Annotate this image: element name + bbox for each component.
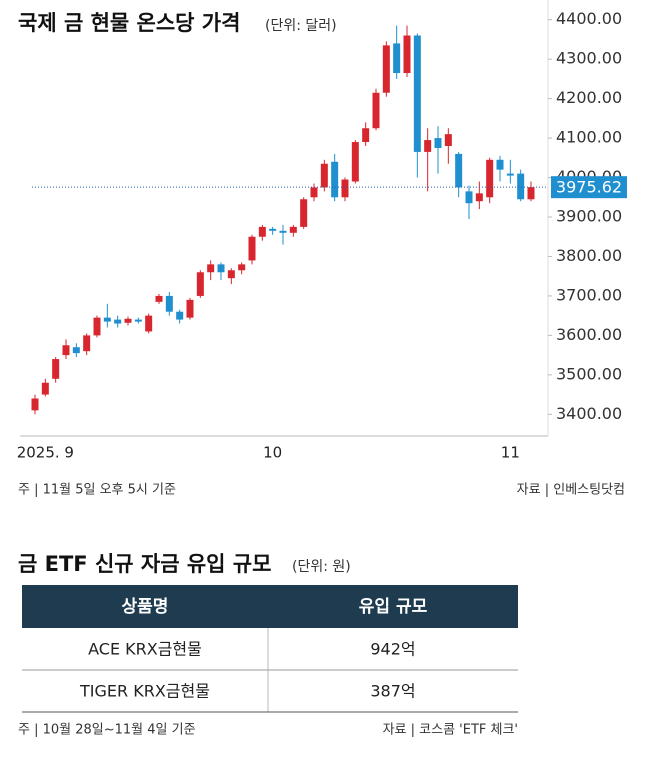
candle-body bbox=[52, 359, 60, 379]
y-tick-label: 3400.00 bbox=[556, 404, 622, 423]
y-tick-label: 3800.00 bbox=[556, 246, 622, 265]
candle-body bbox=[382, 45, 390, 93]
table-subtitle: (단위: 원) bbox=[292, 559, 351, 575]
candle-body bbox=[424, 140, 432, 152]
table-cell: 387억 bbox=[370, 682, 415, 701]
y-tick-label: 4400.00 bbox=[556, 9, 622, 28]
candle-body bbox=[248, 236, 256, 261]
candle-body bbox=[320, 163, 328, 188]
candle-body bbox=[207, 264, 215, 273]
candle-body bbox=[393, 43, 401, 73]
candle-body bbox=[506, 173, 514, 176]
x-tick-label: 11 bbox=[501, 444, 520, 462]
candle-body bbox=[217, 264, 225, 273]
last-price-box bbox=[551, 176, 627, 199]
table-header: 상품명 bbox=[122, 597, 169, 617]
table-source: 자료 | 코스콤 'ETF 체크' bbox=[383, 723, 518, 738]
candle-body bbox=[258, 226, 266, 237]
candle-body bbox=[341, 179, 349, 198]
candle-body bbox=[124, 318, 132, 323]
y-tick-label: 4300.00 bbox=[556, 49, 622, 68]
candle-body bbox=[289, 226, 297, 233]
candle-body bbox=[155, 295, 163, 302]
candle-body bbox=[434, 138, 442, 148]
candle-body bbox=[300, 199, 308, 227]
table-title: 금 ETF 신규 자금 유입 규모 bbox=[18, 552, 271, 576]
candle-body bbox=[62, 345, 70, 356]
y-tick-label: 3600.00 bbox=[556, 325, 622, 344]
candle-body bbox=[362, 128, 370, 143]
x-tick-label: 10 bbox=[263, 444, 282, 462]
candle-body bbox=[413, 35, 421, 152]
chart-note: 주 | 11월 5일 오후 5시 기준 bbox=[18, 483, 176, 498]
table-cell: TIGER KRX금현물 bbox=[79, 682, 210, 701]
candle-body bbox=[310, 187, 318, 198]
candle-body bbox=[269, 228, 277, 231]
candle-body bbox=[455, 153, 463, 188]
chart-title: 국제 금 현물 온스당 가격 bbox=[18, 11, 240, 35]
y-tick-label: 3700.00 bbox=[556, 285, 622, 304]
candle-body bbox=[465, 191, 473, 204]
y-tick-label: 4100.00 bbox=[556, 128, 622, 147]
table-header: 유입 규모 bbox=[359, 597, 428, 617]
candle-body bbox=[93, 317, 101, 336]
candle-body bbox=[72, 347, 80, 354]
candle-body bbox=[114, 319, 122, 324]
candle-body bbox=[351, 142, 359, 182]
candle-body bbox=[475, 193, 483, 202]
candle-body bbox=[527, 187, 535, 200]
table-note: 주 | 10월 28일~11월 4일 기준 bbox=[18, 723, 196, 738]
y-tick-label: 3500.00 bbox=[556, 364, 622, 383]
last-price-label: 3975.62 bbox=[556, 178, 622, 197]
candle-body bbox=[176, 311, 184, 320]
table-header-bg bbox=[22, 585, 518, 628]
candle-body bbox=[196, 272, 204, 296]
y-tick-label: 4200.00 bbox=[556, 88, 622, 107]
candle-body bbox=[372, 92, 380, 129]
candle-body bbox=[83, 335, 91, 352]
table-cell: ACE KRX금현물 bbox=[88, 640, 202, 659]
candle-body bbox=[444, 134, 452, 146]
candle-body bbox=[227, 270, 235, 279]
candle-body bbox=[517, 173, 525, 200]
chart-source: 자료 | 인베스팅닷컴 bbox=[517, 483, 625, 498]
candle-body bbox=[41, 382, 49, 395]
x-tick-label: 2025. 9 bbox=[17, 444, 74, 462]
candle-body bbox=[31, 398, 39, 411]
candle-body bbox=[238, 264, 246, 271]
table-cell: 942억 bbox=[370, 640, 415, 659]
candle-body bbox=[165, 295, 173, 312]
candle-body bbox=[486, 159, 494, 198]
candle-body bbox=[496, 159, 504, 170]
candle-body bbox=[279, 230, 287, 233]
candle-body bbox=[186, 299, 194, 318]
y-tick-label: 3900.00 bbox=[556, 207, 622, 226]
candle-body bbox=[145, 315, 153, 332]
candle-body bbox=[331, 161, 339, 198]
candle-body bbox=[103, 317, 111, 322]
candle-body bbox=[403, 35, 411, 73]
chart-subtitle: (단위: 달러) bbox=[265, 18, 337, 34]
candle-body bbox=[134, 319, 142, 322]
